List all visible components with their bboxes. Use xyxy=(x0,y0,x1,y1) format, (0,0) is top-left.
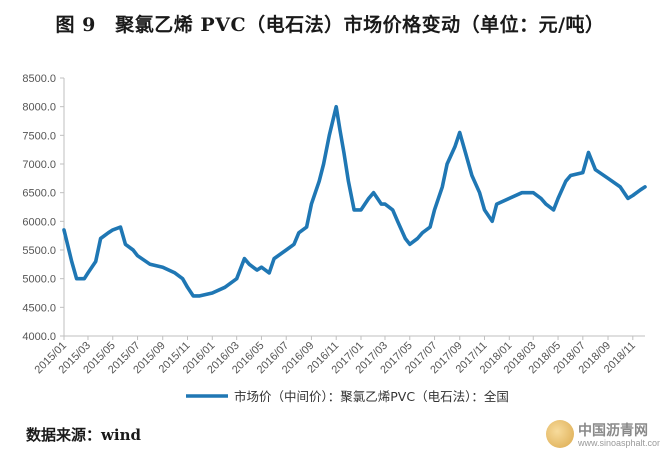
legend-label: 市场价（中间价）：聚氯乙烯PVC（电石法）：全国 xyxy=(234,389,509,404)
series-line xyxy=(62,104,647,298)
watermark-brand: 中国沥青网 xyxy=(578,422,648,438)
y-tick-label: 7500.0 xyxy=(22,130,56,142)
y-tick-label: 5500.0 xyxy=(22,245,56,257)
watermark: 中国沥青网 www.sinoasphalt.com xyxy=(546,418,660,452)
data-source-note: 数据来源：wind xyxy=(26,426,142,444)
y-tick-label: 6500.0 xyxy=(22,188,56,200)
watermark-logo-icon xyxy=(546,420,574,448)
watermark-url: www.sinoasphalt.com xyxy=(578,438,660,448)
series-group xyxy=(62,104,647,298)
y-tick-label: 8000.0 xyxy=(22,102,56,114)
y-tick-label: 8500.0 xyxy=(22,73,56,85)
y-tick-label: 4500.0 xyxy=(22,302,56,314)
y-tick-label: 5000.0 xyxy=(22,274,56,286)
x-axis: 2015/012015/032015/052015/072015/092015/… xyxy=(33,335,645,376)
y-tick-label: 4000.0 xyxy=(22,331,56,343)
y-tick-label: 7000.0 xyxy=(22,159,56,171)
legend: 市场价（中间价）：聚氯乙烯PVC（电石法）：全国 xyxy=(186,389,509,404)
figure-title: 图 9 聚氯乙烯 PVC（电石法）市场价格变动（单位：元/吨） xyxy=(55,14,605,36)
y-axis: 4000.0 4500.0 5000.0 5500.0 6000.0 6500.0 7000… xyxy=(22,73,65,343)
y-tick-label: 6000.0 xyxy=(22,216,56,228)
